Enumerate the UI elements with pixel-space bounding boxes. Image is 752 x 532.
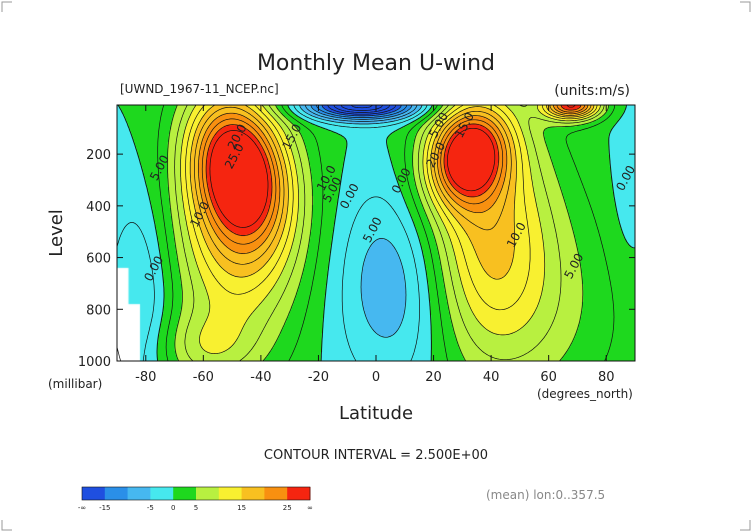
colorbar-tick-label: -15 xyxy=(99,504,110,512)
colorbar-swatch xyxy=(82,487,106,500)
x-tick-label: 20 xyxy=(425,370,442,385)
colorbar-swatch xyxy=(264,487,288,500)
y-tick-label: 200 xyxy=(86,148,111,163)
y-tick-label: 1000 xyxy=(78,355,111,370)
colorbar-swatch xyxy=(241,487,265,500)
contour-line-neg10 xyxy=(310,104,413,120)
contour-lines xyxy=(116,104,636,362)
x-tick-label: 60 xyxy=(540,370,557,385)
units-label: (units:m/s) xyxy=(554,83,630,99)
corner-mark-top-left xyxy=(1,1,12,12)
chart-title: Monthly Mean U-wind xyxy=(257,51,495,76)
colorbar-tick-label: 15 xyxy=(237,504,246,512)
contour-line-25 xyxy=(205,104,582,236)
x-tick-label: -20 xyxy=(308,370,329,385)
footer-averaging-text: (mean) lon:0..357.5 xyxy=(486,488,605,502)
x-tick-label: 0 xyxy=(372,370,380,385)
colorbar-tick-label: -∞ xyxy=(78,504,86,512)
contour-line-7p5 xyxy=(174,104,605,362)
colorbar-swatch xyxy=(196,487,220,500)
contour-line-neg5 xyxy=(299,104,423,338)
colorbar-tick-label: 0 xyxy=(171,504,175,512)
contour-interval-text: CONTOUR INTERVAL = 2.500E+00 xyxy=(264,448,488,463)
colorbar-swatch xyxy=(104,487,129,500)
plot-area: 20.0 15.025.05.0010.010.05.000.000.005.00… xyxy=(116,104,638,362)
y-tick-label: 800 xyxy=(86,303,111,318)
contour-line-22p5 xyxy=(201,104,586,245)
contour-line-15 xyxy=(189,104,595,280)
dataset-label: [UWND_1967-11_NCEP.nc] xyxy=(120,82,279,96)
y-axis-unit: (millibar) xyxy=(48,377,102,391)
colorbar-swatch xyxy=(150,487,174,500)
corner-mark-bottom-left xyxy=(1,520,12,531)
y-tick-label: 600 xyxy=(86,252,111,267)
y-tick-label: 400 xyxy=(86,200,111,215)
colorbar: -∞ -15 -5 0 5 15 25 ∞ xyxy=(78,486,313,512)
corner-mark-top-right xyxy=(740,1,751,12)
contour-line-2p5 xyxy=(157,104,615,362)
contour-line-neg7p5 xyxy=(304,104,418,122)
x-axis-label: Latitude xyxy=(339,403,413,424)
x-axis-unit: (degrees_north) xyxy=(537,387,633,401)
colorbar-swatch xyxy=(127,487,151,500)
corner-mark-bottom-right xyxy=(740,520,751,531)
x-tick-label: -80 xyxy=(135,370,156,385)
colorbar-tick-label: 5 xyxy=(194,504,198,512)
contour-line-20 xyxy=(198,104,589,254)
colorbar-frame xyxy=(81,486,311,501)
x-tick-label: -60 xyxy=(193,370,214,385)
colorbar-swatch xyxy=(218,487,243,500)
x-tick-label: 80 xyxy=(598,370,615,385)
contour-line-0 xyxy=(117,104,636,362)
contour-line-5 xyxy=(167,104,609,362)
x-tick-label: -40 xyxy=(250,370,271,385)
colorbar-tick-label: 25 xyxy=(283,504,292,512)
contour-line-neg17p5 xyxy=(327,104,397,115)
contour-line-10 xyxy=(180,104,601,354)
colorbar-tick-label: -5 xyxy=(147,504,154,512)
contour-line-neg22p5 xyxy=(340,104,384,111)
contour-line-neg12p5 xyxy=(315,104,408,118)
u-wind-contour-fill xyxy=(117,105,635,361)
x-axis: -80 -60 -40 -20 0 20 40 60 80 xyxy=(135,105,614,385)
x-tick-label: 40 xyxy=(483,370,500,385)
colorbar-swatch xyxy=(173,487,197,500)
y-axis-label: Level xyxy=(46,209,67,257)
contour-line-17p5 xyxy=(194,104,592,265)
contour-line-neg2p5 xyxy=(116,104,428,362)
colorbar-swatch xyxy=(287,487,311,500)
colorbar-tick-label: ∞ xyxy=(307,504,313,512)
y-axis: 200 400 600 800 1000 xyxy=(78,148,635,370)
